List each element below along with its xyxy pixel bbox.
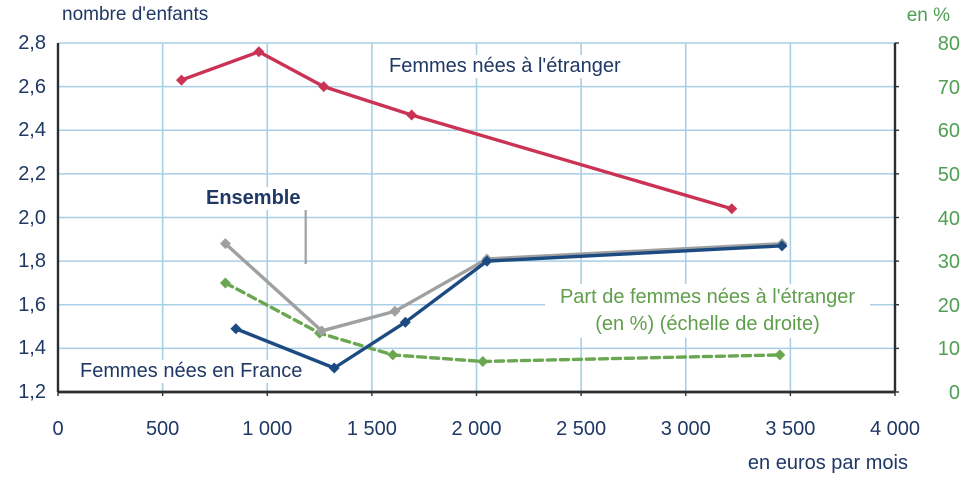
x-tick-label: 2 000 <box>451 418 502 440</box>
series-label-share-foreign-born: Part de femmes nées à l'étranger (en %) … <box>545 284 870 338</box>
x-tick-label: 2 500 <box>556 418 607 440</box>
x-tick-label: 1 500 <box>346 418 397 440</box>
y-right-tick-label: 60 <box>937 120 960 143</box>
series-label-share-line2: (en %) (échelle de droite) <box>595 313 820 335</box>
left-axis-title: nombre d'enfants <box>62 4 209 25</box>
x-tick-label: 500 <box>145 418 180 440</box>
series-label-foreign-born: Femmes nées à l'étranger <box>386 55 624 78</box>
series-label-ensemble: Ensemble <box>204 187 303 210</box>
y-left-tick-label: 1,8 <box>18 250 46 273</box>
y-left-tick-label: 2,6 <box>18 75 46 98</box>
y-left-tick-label: 2,4 <box>18 119 46 142</box>
y-right-tick-label: 10 <box>937 338 960 361</box>
x-tick-label: 0 <box>52 418 64 440</box>
x-tick-label: 4 000 <box>869 418 921 440</box>
series-label-share-line1: Part de femmes nées à l'étranger <box>559 286 856 308</box>
y-right-tick-label: 50 <box>937 163 960 186</box>
y-left-tick-label: 2,8 <box>18 32 46 54</box>
y-left-tick-label: 1,6 <box>18 293 46 316</box>
y-left-tick-label: 1,2 <box>18 381 46 403</box>
right-axis-title: en % <box>906 5 950 26</box>
x-tick-label: 1 000 <box>242 418 293 440</box>
x-tick-label: 3 500 <box>765 418 816 440</box>
x-tick-label: 3 000 <box>660 418 711 440</box>
y-right-tick-label: 70 <box>937 76 960 99</box>
series-label-france-born: Femmes nées en France <box>78 360 305 383</box>
y-left-tick-label: 1,4 <box>18 337 46 360</box>
y-right-tick-label: 40 <box>937 207 960 230</box>
y-right-tick-label: 80 <box>937 33 960 55</box>
y-left-tick-label: 2,0 <box>18 206 46 229</box>
y-left-tick-label: 2,2 <box>18 162 46 185</box>
y-right-tick-label: 30 <box>937 251 960 274</box>
y-right-tick-label: 20 <box>937 294 960 317</box>
y-right-tick-label: 0 <box>948 382 960 404</box>
x-axis-title: en euros par mois <box>747 452 908 474</box>
